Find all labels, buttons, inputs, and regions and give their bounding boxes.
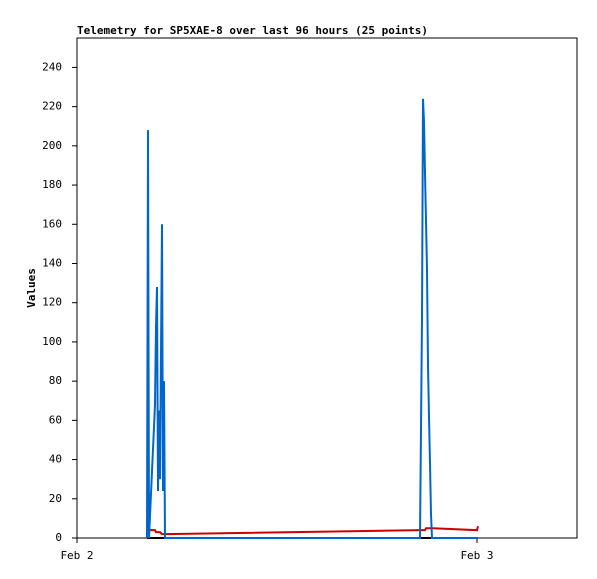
y-tick-label: 80 [49,374,62,387]
y-tick-label: 100 [42,335,62,348]
y-tick-label: 240 [42,60,62,73]
series-line [146,98,478,539]
y-tick-label: 180 [42,178,62,191]
x-tick-label: Feb 3 [460,549,493,562]
y-tick-label: 20 [49,492,62,505]
chart-title: Telemetry for SP5XAE-8 over last 96 hour… [77,24,428,37]
y-tick-label: 60 [49,413,62,426]
y-tick-label: 220 [42,100,62,113]
y-tick-label: 0 [55,531,62,544]
y-tick-label: 40 [49,453,62,466]
x-tick-label: Feb 2 [60,549,93,562]
series-line [147,525,479,536]
y-tick-label: 140 [42,256,62,269]
y-tick-label: 160 [42,217,62,230]
y-tick-label: 200 [42,139,62,152]
y-tick-label: 120 [42,296,62,309]
y-axis-label: Values [25,268,38,308]
